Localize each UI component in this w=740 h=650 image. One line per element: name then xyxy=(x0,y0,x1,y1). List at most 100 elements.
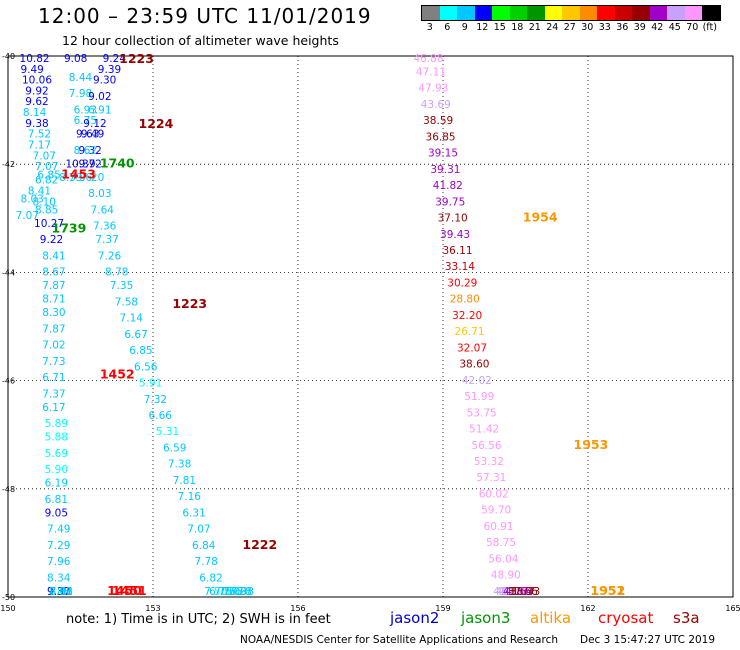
swh-value: 7.18 xyxy=(228,586,251,598)
swh-value: 8.14 xyxy=(23,107,47,119)
swh-value: 6.82 xyxy=(199,572,222,584)
time-label: 1222 xyxy=(242,537,277,552)
swh-value: 26.71 xyxy=(455,326,485,338)
swh-value: 6.31 xyxy=(182,507,205,519)
legend-label: 21 xyxy=(528,22,541,33)
color-legend-labels: 3 6 9 12 15 18 21 24 27 30 33 36 39 42 45 70 (ft) xyxy=(421,22,740,34)
swh-value: 6.56 xyxy=(134,361,158,373)
swh-value: 5.88 xyxy=(45,432,68,444)
swh-value: 7.32 xyxy=(144,394,167,406)
swh-value: 44.36 xyxy=(498,586,528,598)
swh-value: 7.70 xyxy=(204,586,227,598)
swh-value: 7.06 xyxy=(49,586,73,598)
swh-value: 8.03 xyxy=(20,194,43,206)
swh-value: 9.30 xyxy=(93,75,116,87)
legend-label: 15 xyxy=(493,22,506,33)
swh-value: 8.41 xyxy=(42,250,65,262)
mission-s3a: s3a xyxy=(673,609,700,627)
swh-value: 8.44 xyxy=(69,72,93,84)
swh-value: 8.10 xyxy=(33,196,56,208)
swh-value: 7.02 xyxy=(42,340,65,352)
y-tick-label: -50 xyxy=(2,593,15,602)
mission-altika: altika xyxy=(530,609,572,627)
legend-swatch xyxy=(439,6,457,20)
legend-swatch xyxy=(544,6,562,20)
legend-label: 70 xyxy=(686,22,699,33)
swh-value: 9.24 xyxy=(103,53,127,65)
swh-value: 7.51 xyxy=(49,586,72,598)
swh-value: 8.78 xyxy=(105,267,128,279)
swh-value: 7.56 xyxy=(219,586,243,598)
mission-jason3: jason3 xyxy=(461,609,511,627)
legend-swatch xyxy=(457,6,475,20)
swh-value: 7.33 xyxy=(49,586,72,598)
swh-value: 41.77 xyxy=(505,586,535,598)
swh-value: 53.32 xyxy=(474,456,504,468)
time-label: 1450 xyxy=(107,583,142,598)
swh-value: 7.38 xyxy=(168,459,191,471)
swh-value: 8.30 xyxy=(42,307,65,319)
swh-value: 60.02 xyxy=(479,488,509,500)
swh-value: 8.85 xyxy=(35,204,58,216)
swh-value: 7.14 xyxy=(120,313,144,325)
swh-value: 7.07 xyxy=(16,210,39,222)
swh-value: 8.39 xyxy=(59,172,82,184)
legend-label: 24 xyxy=(546,22,559,33)
swh-value: 9.49 xyxy=(81,129,104,141)
swh-value: 7.36 xyxy=(93,221,117,233)
credit-text: NOAA/NESDIS Center for Satellite Applica… xyxy=(240,634,558,646)
x-tick-label: 153 xyxy=(145,604,160,613)
units-note: note: 1) Time is in UTC; 2) SWH is in fe… xyxy=(66,612,331,627)
swh-value: 9.49 xyxy=(20,64,43,76)
swh-value: 8.71 xyxy=(42,294,65,306)
swh-value: 41.82 xyxy=(433,180,463,192)
legend-label: (ft) xyxy=(702,22,717,33)
swh-value: 7.81 xyxy=(173,475,196,487)
swh-value: 7.49 xyxy=(47,524,70,536)
swh-value: 39.75 xyxy=(435,196,465,208)
swh-value: 7.38 xyxy=(231,586,254,598)
swh-value: 58.75 xyxy=(486,537,516,549)
swh-value: 48.90 xyxy=(491,570,521,582)
swh-value: 7.87 xyxy=(42,280,65,292)
swh-value: 7.88 xyxy=(47,586,70,598)
legend-label: 45 xyxy=(668,22,681,33)
swh-value: 7.29 xyxy=(47,540,70,552)
legend-swatch xyxy=(422,6,440,20)
swh-value: 7.98 xyxy=(69,88,92,100)
swh-value: 9.12 xyxy=(83,118,106,130)
mission-jason2: jason2 xyxy=(390,609,440,627)
legend-label: 12 xyxy=(476,22,489,33)
swh-value: 7.52 xyxy=(28,129,51,141)
generated-timestamp: Dec 3 15:47:27 UTC 2019 xyxy=(580,634,716,646)
swh-value: 7.07 xyxy=(35,161,58,173)
swh-value: 32.20 xyxy=(452,310,482,322)
swh-value: 6.82 xyxy=(35,175,58,187)
legend-swatch xyxy=(509,6,527,20)
legend-label: 33 xyxy=(598,22,611,33)
chart-title: 12:00 – 23:59 UTC 11/01/2019 xyxy=(38,4,372,28)
legend-label: 30 xyxy=(581,22,594,33)
swh-value: 28.80 xyxy=(450,294,480,306)
time-label: 1739 xyxy=(52,220,87,235)
swh-value: 60.91 xyxy=(484,521,514,533)
y-tick-label: -40 xyxy=(2,52,15,61)
swh-value: 6.93 xyxy=(74,104,97,116)
legend-swatch xyxy=(702,6,720,20)
swh-value: 7.58 xyxy=(115,296,138,308)
time-label: 1452 xyxy=(100,366,135,381)
legend-swatch xyxy=(492,6,510,20)
swh-value: 8.41 xyxy=(28,185,51,197)
swh-value: 6.91 xyxy=(88,104,111,116)
swh-value: 53.75 xyxy=(467,407,497,419)
swh-value: 8.67 xyxy=(42,267,65,279)
mission-cryosat: cryosat xyxy=(598,609,654,627)
time-label: 1953 xyxy=(574,437,609,452)
legend-label: 27 xyxy=(563,22,576,33)
swh-value: 32.07 xyxy=(457,342,487,354)
swh-value: 6.84 xyxy=(192,540,216,552)
time-label: 1951 xyxy=(590,583,625,598)
time-label: 1954 xyxy=(523,210,558,225)
swh-value: 8.34 xyxy=(47,572,71,584)
legend-label: 3 xyxy=(426,22,433,33)
